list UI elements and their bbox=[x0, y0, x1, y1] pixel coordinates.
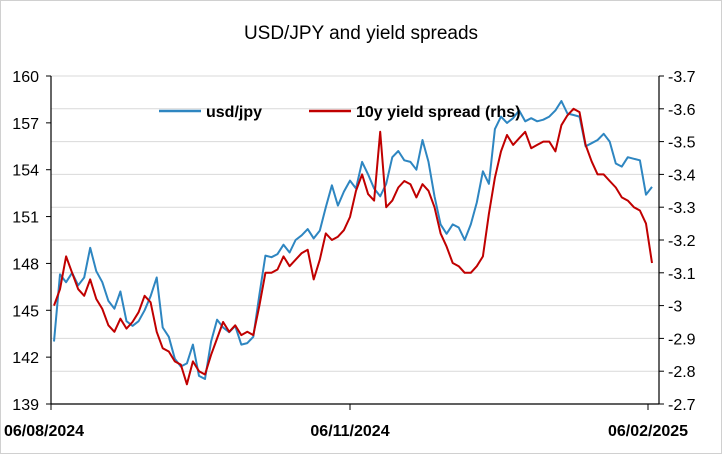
legend: usd/jpy 10y yield spread (rhs) bbox=[159, 104, 521, 121]
right-tick-label: -3.5 bbox=[668, 135, 696, 152]
axes: 139 142 145 148 151 154 157 160 -2.7 -2.8 -2.9 -3 -3… bbox=[4, 69, 696, 440]
left-tick-label: 151 bbox=[12, 210, 39, 227]
right-tick-label: -3.4 bbox=[668, 167, 696, 184]
x-tick-label: 06/08/2024 bbox=[4, 423, 84, 440]
right-tick-label: -3.3 bbox=[668, 200, 696, 217]
right-tick-label: -2.7 bbox=[668, 397, 696, 414]
left-tick-label: 145 bbox=[12, 303, 39, 320]
right-tick-label: -3.6 bbox=[668, 102, 696, 119]
left-tick-label: 157 bbox=[12, 116, 39, 133]
x-tick-label: 06/02/2025 bbox=[608, 423, 688, 440]
right-tick-label: -3.1 bbox=[668, 266, 696, 283]
legend-label-yield-spread: 10y yield spread (rhs) bbox=[356, 104, 521, 121]
right-tick-label: -3 bbox=[668, 299, 682, 316]
left-tick-label: 142 bbox=[12, 350, 39, 367]
x-tick-label: 06/11/2024 bbox=[310, 423, 389, 440]
chart-title: USD/JPY and yield spreads bbox=[244, 23, 478, 44]
right-tick-label: -2.9 bbox=[668, 331, 696, 348]
gridlines bbox=[51, 75, 659, 405]
legend-label-usdjpy: usd/jpy bbox=[206, 104, 262, 121]
right-tick-label: -3.7 bbox=[668, 69, 696, 86]
left-tick-label: 148 bbox=[12, 256, 39, 273]
series-lines bbox=[53, 100, 653, 386]
yield-spread-line bbox=[53, 107, 653, 386]
usdjpy-line bbox=[53, 100, 653, 380]
right-tick-label: -3.2 bbox=[668, 233, 696, 250]
left-tick-label: 154 bbox=[12, 163, 39, 180]
left-tick-label: 139 bbox=[12, 397, 39, 414]
left-tick-label: 160 bbox=[12, 69, 39, 86]
right-tick-label: -2.8 bbox=[668, 364, 696, 381]
